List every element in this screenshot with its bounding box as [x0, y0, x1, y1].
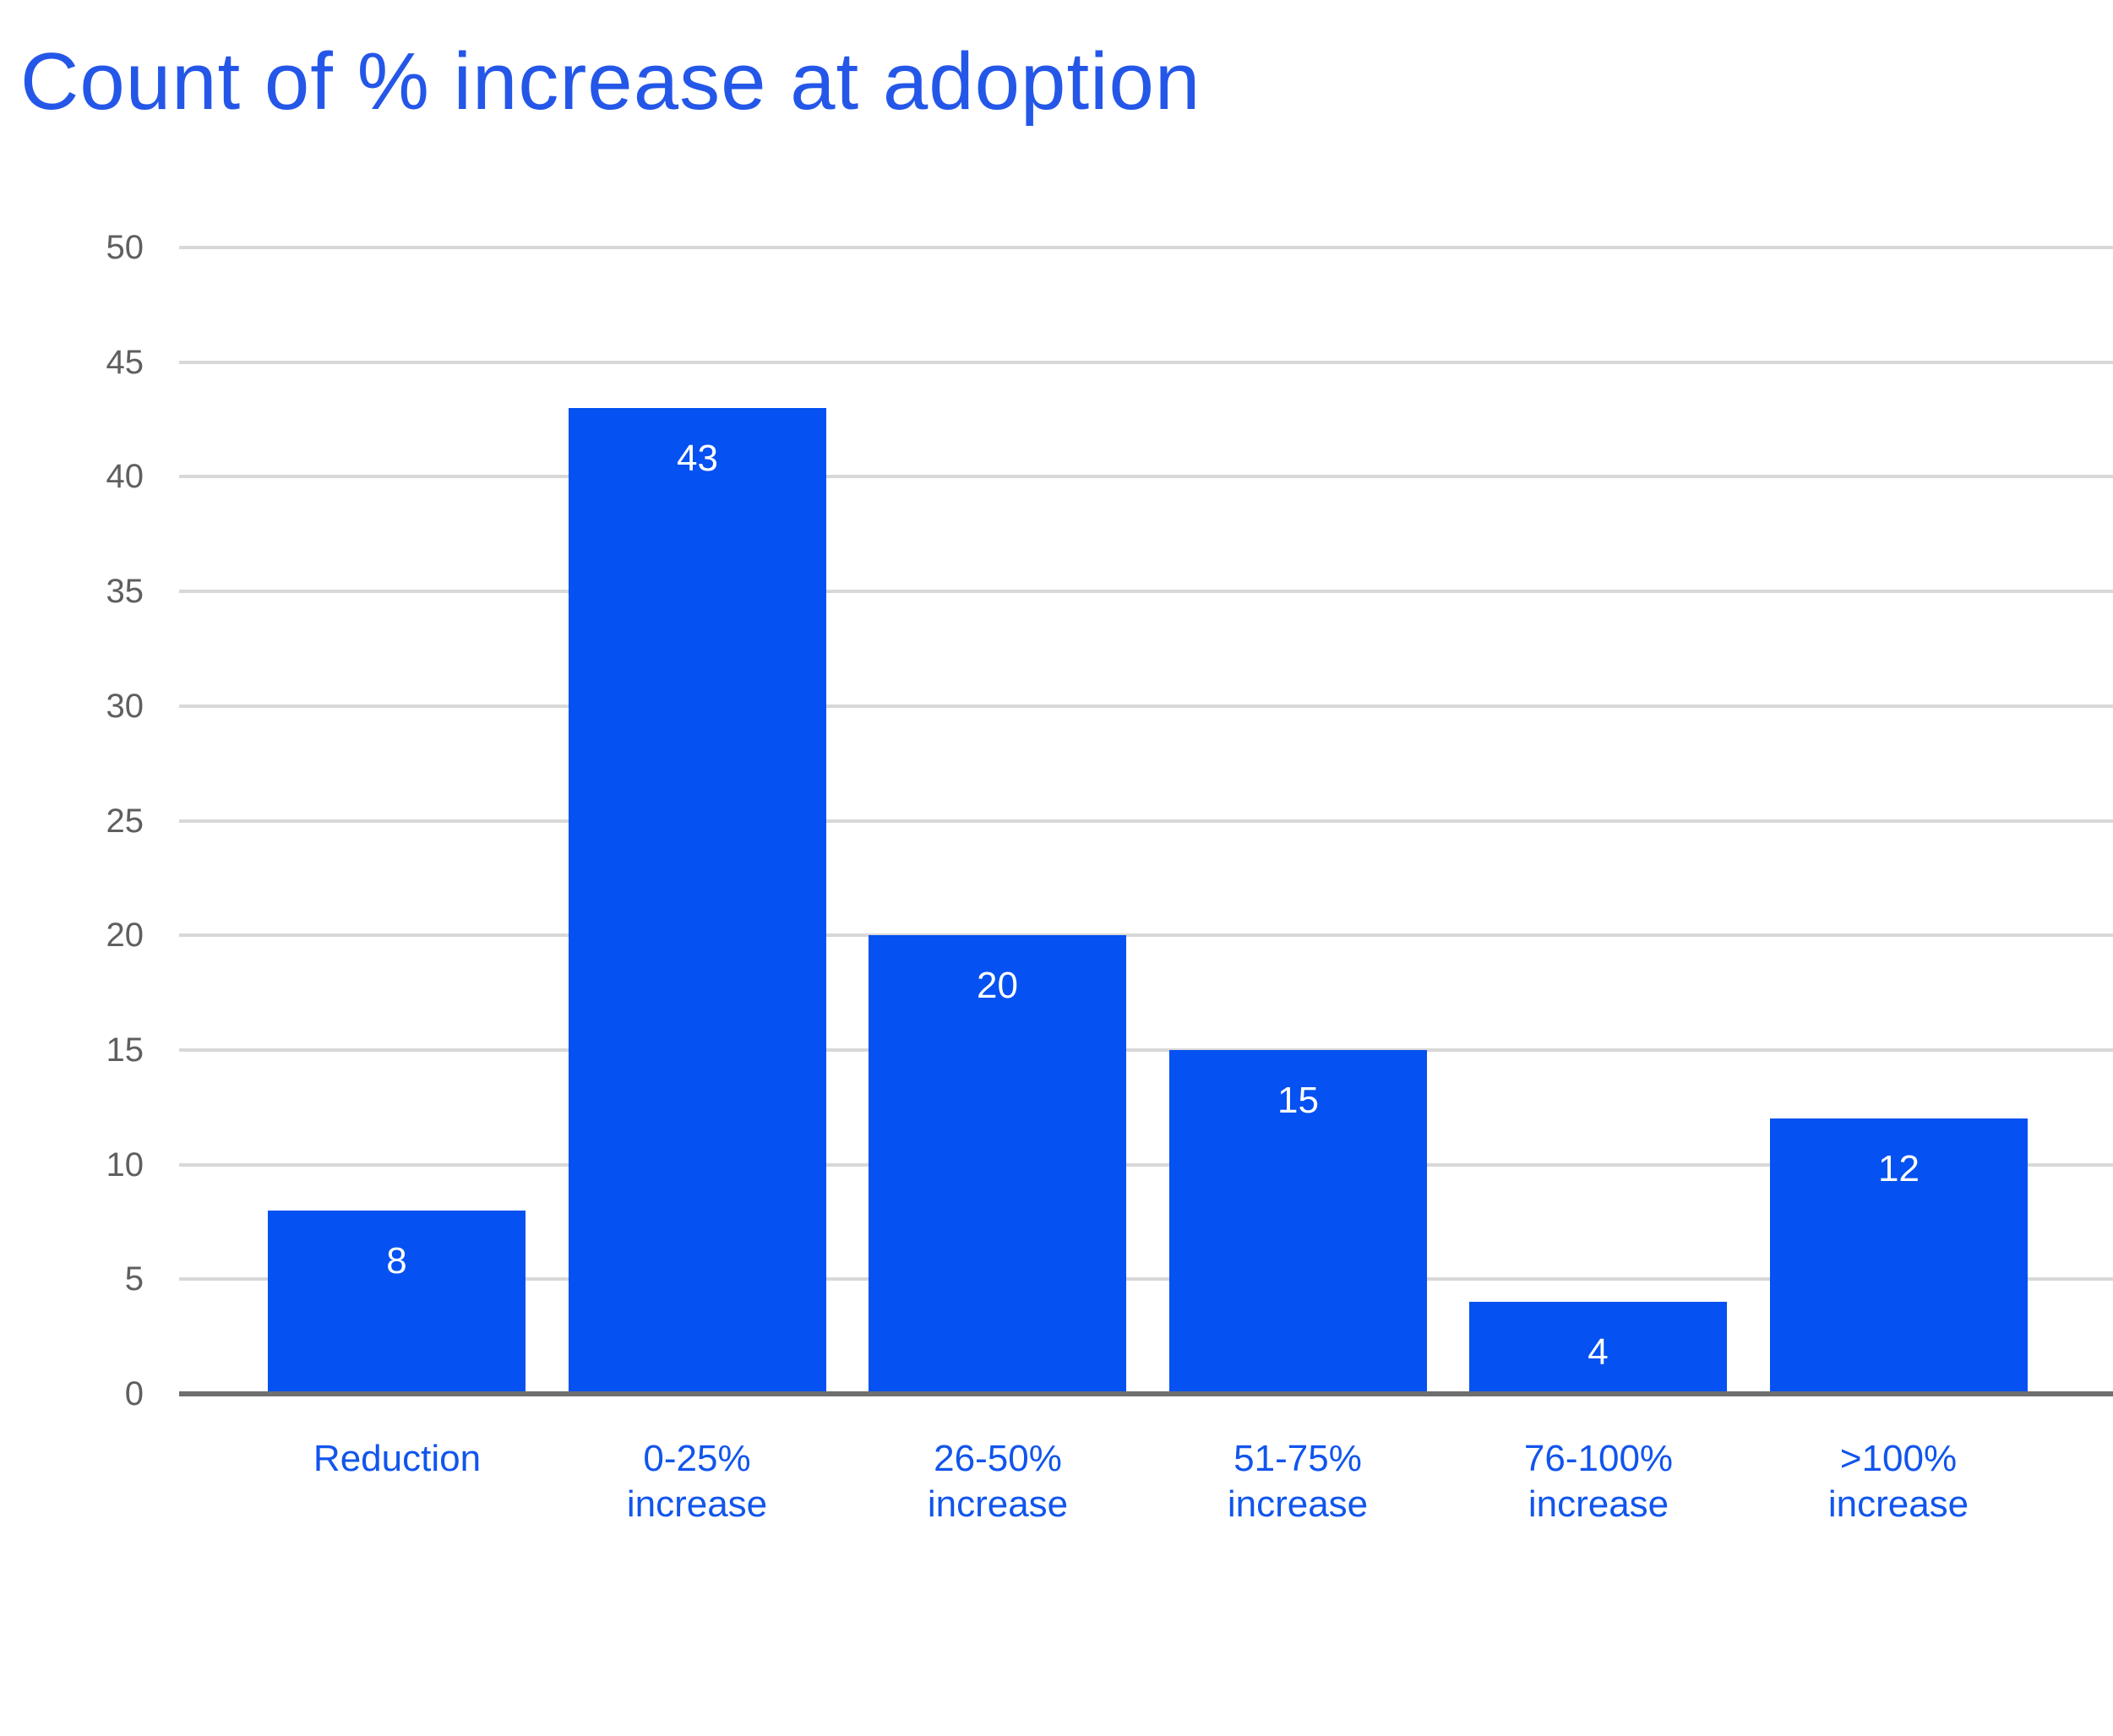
bar-value-label: 20 [977, 965, 1018, 1007]
y-tick-label: 50 [106, 229, 144, 266]
gridline [179, 360, 2113, 364]
bar: 15 [1169, 1049, 1427, 1394]
gridline [179, 475, 2113, 479]
y-tick-label: 5 [124, 1260, 144, 1298]
gridline [179, 590, 2113, 594]
bar: 43 [569, 407, 826, 1394]
y-tick-label: 15 [106, 1031, 144, 1069]
bar-value-label: 15 [1277, 1079, 1319, 1121]
y-tick-label: 40 [106, 458, 144, 496]
gridline [179, 246, 2113, 249]
bar: 4 [1469, 1302, 1727, 1394]
x-category-label: 76-100% increase [1523, 1438, 1674, 1525]
gridline [179, 819, 2113, 823]
gridline [179, 1162, 2113, 1167]
y-tick-label: 45 [106, 343, 144, 381]
bar-value-label: 8 [386, 1239, 407, 1282]
bar-value-label: 12 [1878, 1148, 1920, 1190]
y-tick-label: 0 [124, 1375, 144, 1412]
x-category-label: 51-75% increase [1227, 1438, 1369, 1525]
y-tick-label: 25 [106, 802, 144, 840]
y-tick-label: 20 [106, 917, 144, 955]
bar-value-label: 43 [677, 437, 718, 479]
y-tick-label: 30 [106, 687, 144, 725]
x-category-label: Reduction [313, 1438, 482, 1479]
x-category-label: >100% increase [1827, 1438, 1969, 1525]
gridline [179, 1277, 2113, 1282]
bar: 8 [268, 1210, 526, 1394]
bar: 20 [869, 935, 1126, 1394]
gridline [179, 933, 2113, 938]
y-tick-label: 10 [106, 1146, 144, 1184]
gridline [179, 704, 2113, 708]
bar: 12 [1770, 1118, 2028, 1394]
bar-value-label: 4 [1587, 1331, 1609, 1374]
x-category-label: 26-50% increase [927, 1438, 1069, 1525]
y-tick-label: 35 [106, 573, 144, 611]
x-category-label: 0-25% increase [626, 1438, 768, 1525]
zero-axis-line [179, 1391, 2113, 1396]
gridline [179, 1048, 2113, 1052]
chart-title: Count of % increase at adoption [20, 36, 1201, 127]
